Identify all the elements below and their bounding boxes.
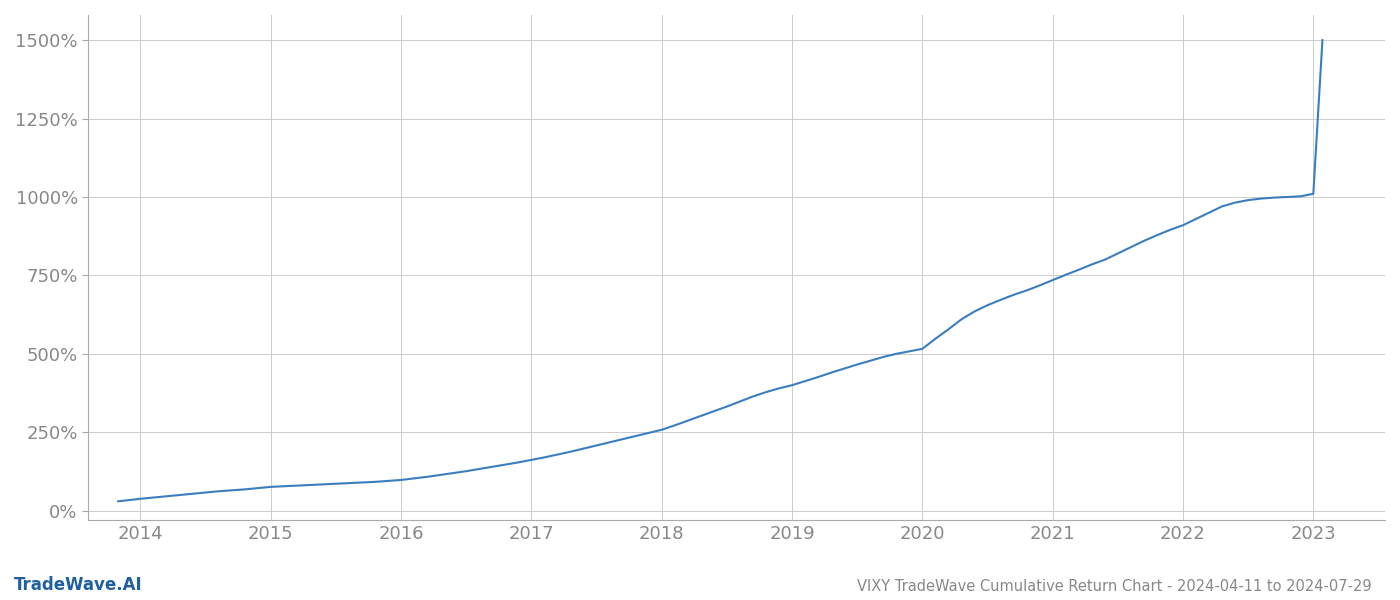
Text: TradeWave.AI: TradeWave.AI bbox=[14, 576, 143, 594]
Text: VIXY TradeWave Cumulative Return Chart - 2024-04-11 to 2024-07-29: VIXY TradeWave Cumulative Return Chart -… bbox=[857, 579, 1372, 594]
